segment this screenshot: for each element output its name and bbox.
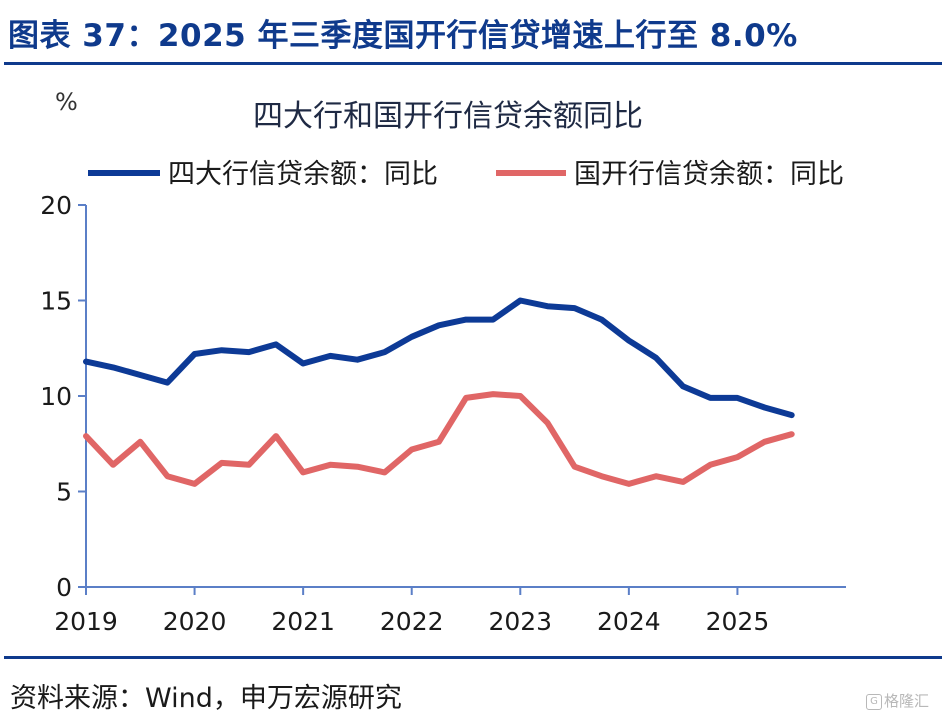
series-1-point [546,305,548,307]
y-tick-label: 15 [40,287,72,316]
plot-area [83,297,795,487]
series-1-point [655,357,657,359]
series-2-point [736,456,738,458]
series-1-point [384,351,386,353]
series-2-point [85,435,87,437]
series-line-2 [83,391,795,487]
series-2-point [601,475,603,477]
y-tick-label: 5 [56,478,72,507]
series-1-point [736,397,738,399]
series-2-point [682,481,684,483]
series-1-point [166,382,168,384]
series-1-point [709,397,711,399]
legend-label-series-2: 国开行信贷余额：同比 [574,159,844,190]
series-2-point [655,475,657,477]
y-unit-label: % [55,88,78,116]
series-1-point [492,319,494,321]
x-tick-label: 2024 [597,607,661,636]
series-2-point [546,422,548,424]
series-1-point [112,366,114,368]
series-2-point [764,441,766,443]
series-2-point [221,462,223,464]
series-1-point [682,385,684,387]
series-1-point [356,359,358,361]
series-2-point [709,464,711,466]
chart-axes: 0 5 10 15 20 2019 2020 2021 2022 2023 2024 2025 [40,191,846,636]
page-title: 图表 37：2025 年三季度国开行信贷增速上行至 8.0% [8,18,798,54]
series-1-point [791,414,793,416]
series-2-point [492,393,494,395]
x-tick-label: 2020 [163,607,227,636]
series-2-point [248,464,250,466]
series-2-point [438,441,440,443]
series-1-point [519,300,521,301]
series-1-point [194,353,196,355]
watermark-text: 格隆汇 [884,692,930,710]
series-2-point [302,471,304,473]
line-chart: 四大行和国开行信贷余额同比 % 四大行信贷余额：同比 国开行信贷余额：同比 0 5… [40,88,846,636]
header-divider [4,62,942,65]
series-1-point [302,363,304,365]
series-2-point [194,483,196,485]
watermark-logo-icon: G [866,693,882,710]
legend-label-series-1: 四大行信贷余额：同比 [168,159,438,190]
series-2-point [329,464,331,466]
series-2-point [519,395,521,397]
footer-divider [4,656,942,659]
y-tick-label: 10 [40,382,72,411]
series-2-point [384,471,386,473]
series-1-point [221,349,223,351]
series-1-point [248,351,250,353]
series-1-point [275,343,277,345]
x-tick-label: 2021 [271,607,335,636]
series-2-point [112,464,114,466]
x-tick-label: 2023 [488,607,552,636]
series-2-point [465,397,467,399]
series-2-point [166,475,168,477]
series-1-point [574,307,576,309]
series-2-point [628,483,630,485]
series-1-point [438,324,440,326]
y-tick-label: 20 [40,191,72,220]
series-2-point [411,448,413,450]
source-note: 资料来源：Wind，申万宏源研究 [10,683,402,714]
series-2-point [791,433,793,435]
series-1-point [465,319,467,321]
series-1-point [628,340,630,342]
watermark: G 格隆汇 [866,690,929,711]
y-tick-label: 0 [56,573,72,602]
x-tick-label: 2019 [54,607,118,636]
series-1-point [601,319,603,321]
series-line-1 [83,297,795,419]
series-1-point [411,336,413,338]
x-tick-label: 2025 [706,607,770,636]
series-2-point [275,435,277,437]
series-2-point [139,441,141,443]
series-2-point [574,466,576,468]
series-1-point [139,374,141,376]
series-1-point [85,361,87,363]
x-tick-label: 2022 [380,607,444,636]
chart-title: 四大行和国开行信贷余额同比 [253,99,643,134]
series-1-point [329,355,331,357]
series-1-point [764,406,766,408]
series-2-point [356,466,358,468]
